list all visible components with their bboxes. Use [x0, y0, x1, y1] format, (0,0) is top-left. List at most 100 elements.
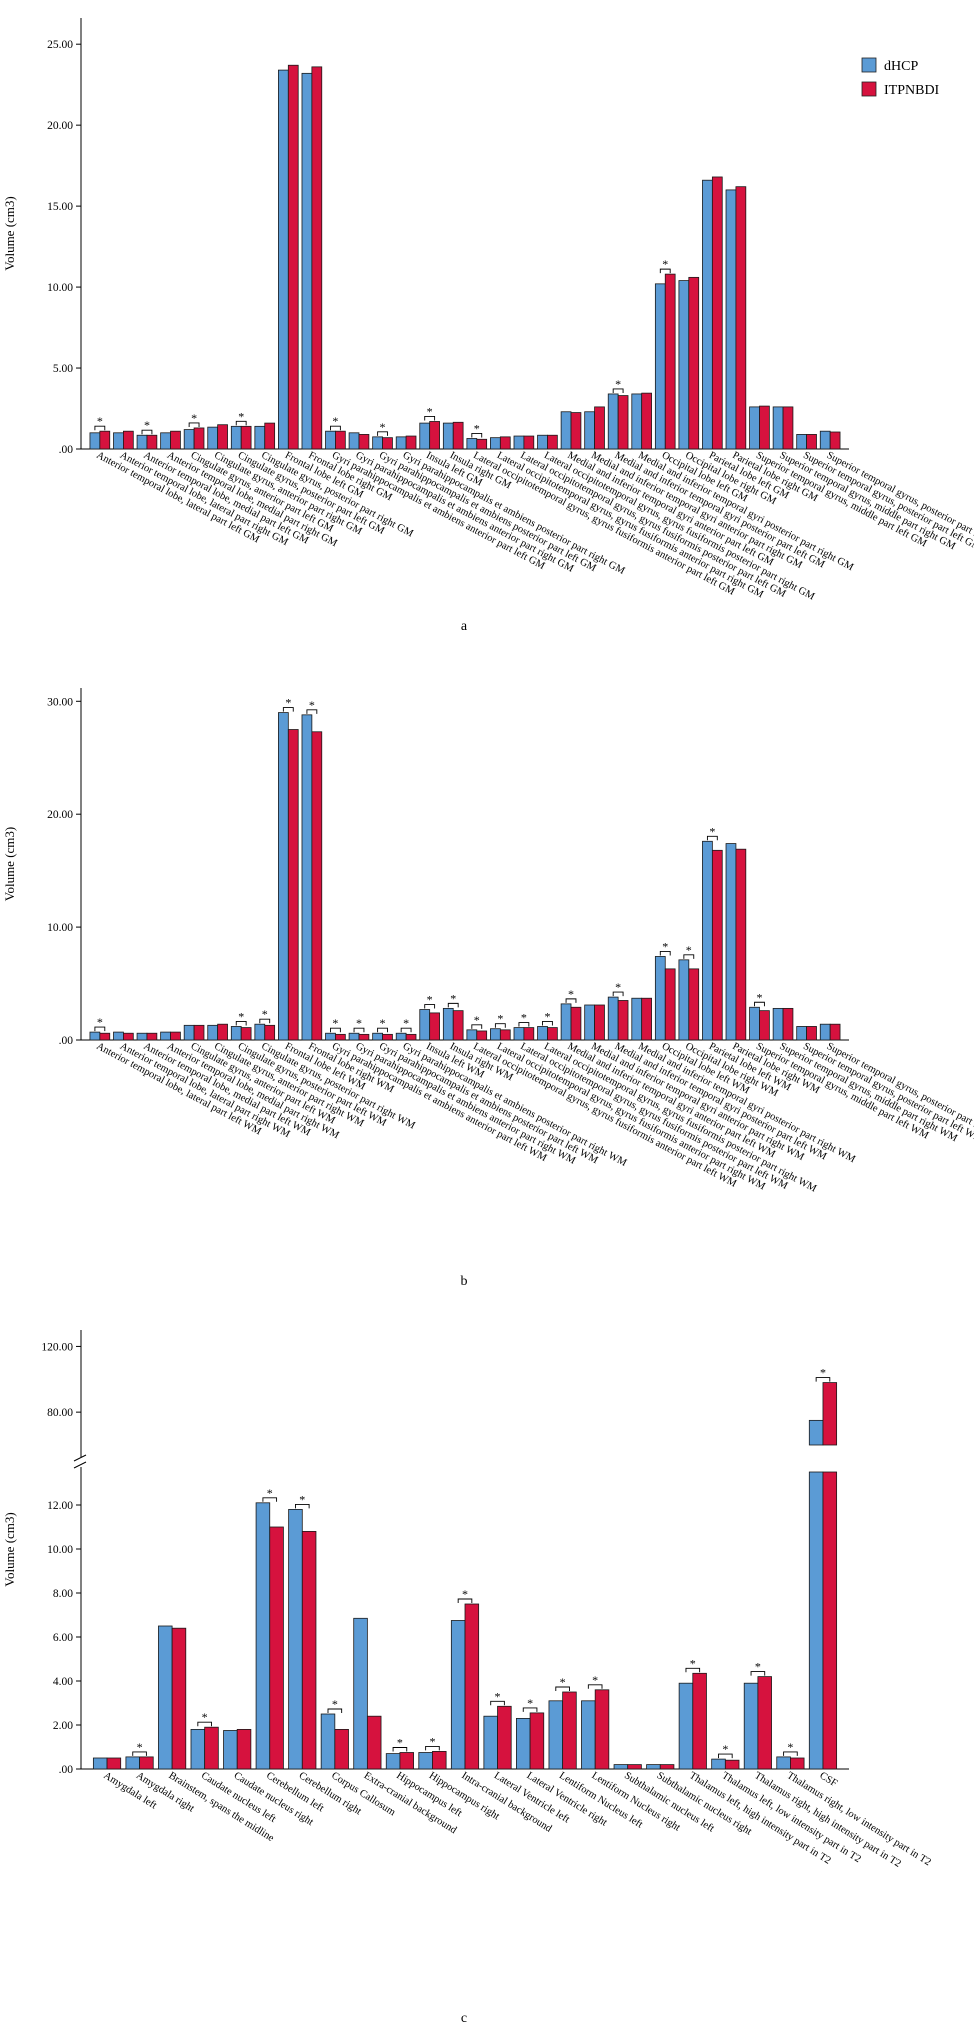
bar-dhcp [160, 432, 171, 450]
significance-bracket [471, 433, 483, 438]
significance-bracket [197, 1721, 212, 1727]
significance-marker: * [202, 1710, 208, 1724]
bar-dhcp [320, 1713, 336, 1770]
bar-dhcp [725, 189, 737, 450]
bar-itpnbdi [382, 1033, 393, 1041]
significance-marker: * [615, 377, 621, 391]
significance-bracket [262, 1497, 278, 1502]
bar-dhcp [385, 1753, 401, 1770]
bar-dhcp [325, 430, 336, 450]
bar-dhcp [353, 1617, 368, 1770]
significance-bracket [353, 1027, 365, 1033]
bar-dhcp [372, 436, 383, 450]
bar-dhcp [278, 69, 289, 450]
y-axis-title: Volume (cm3) [2, 827, 17, 902]
bar-itpnbdi [99, 430, 111, 450]
significance-bracket [424, 1004, 436, 1009]
significance-bracket [718, 1753, 733, 1759]
significance-bracket [659, 951, 671, 956]
chart-panel-c: c Volume (cm3) 120.00 80.00 12.00 10.00 8.00 6… [2, 1330, 933, 2026]
significance-marker: * [690, 1656, 696, 1670]
bar-dhcp [702, 179, 713, 450]
significance-bracket [424, 416, 436, 421]
bar-itpnbdi [123, 1032, 134, 1041]
bar-itpnbdi [287, 729, 299, 1041]
significance-marker: * [191, 411, 197, 425]
bar-dhcp [678, 959, 690, 1041]
bar-itpnbdi [358, 1033, 370, 1041]
significance-marker: * [474, 1013, 480, 1027]
significance-marker: * [462, 1587, 468, 1601]
bar-itpnbdi-upper [822, 1382, 838, 1446]
significance-marker: * [397, 1736, 403, 1750]
y-tick-label: 12.00 [47, 1500, 73, 1512]
bar-dhcp [819, 1023, 831, 1041]
bar-dhcp [223, 1730, 238, 1770]
bar-dhcp [89, 432, 101, 450]
bar-dhcp [466, 438, 478, 450]
bar-dhcp [808, 1471, 824, 1770]
significance-bracket [282, 707, 294, 712]
bar-itpnbdi [405, 1033, 417, 1041]
bar-itpnbdi [829, 1023, 841, 1041]
significance-marker: * [495, 1689, 501, 1703]
bar-dhcp [613, 1764, 629, 1770]
bar-itpnbdi [264, 1024, 276, 1041]
bar-dhcp [678, 1682, 694, 1770]
bar-dhcp [749, 406, 760, 450]
bar-dhcp [584, 411, 595, 450]
significance-bracket [330, 1027, 341, 1033]
bar-dhcp [92, 1757, 108, 1770]
y-tick-label: 8.00 [53, 1588, 73, 1600]
bar-dhcp [537, 1026, 548, 1041]
significance-bracket [259, 1018, 271, 1024]
bar-dhcp [230, 1026, 242, 1041]
bar-itpnbdi [806, 1026, 817, 1041]
significance-bracket [141, 429, 153, 435]
significance-marker: * [497, 1012, 503, 1026]
bar-dhcp [207, 1024, 219, 1041]
significance-bracket [471, 1024, 483, 1029]
bar-dhcp [772, 406, 784, 450]
bar-itpnbdi [594, 1004, 605, 1041]
bar-dhcp [711, 1758, 726, 1770]
significance-bracket [94, 1026, 106, 1032]
significance-marker: * [450, 991, 456, 1005]
significance-marker: * [755, 1660, 761, 1674]
bar-dhcp [513, 1027, 525, 1041]
bar-itpnbdi [106, 1757, 122, 1770]
bar-dhcp [702, 840, 713, 1041]
bar-itpnbdi [617, 395, 629, 450]
bar-itpnbdi [688, 968, 700, 1041]
bar-dhcp [654, 283, 666, 450]
significance-marker: * [238, 1009, 244, 1023]
significance-bracket [659, 268, 671, 274]
y-tick-label: 10.00 [47, 282, 73, 294]
significance-bracket [447, 1002, 459, 1008]
caption-a: a [461, 619, 468, 634]
bar-dhcp [419, 1009, 431, 1041]
bar-dhcp [796, 1026, 807, 1041]
bar-itpnbdi [547, 434, 558, 450]
significance-marker: * [97, 414, 103, 428]
significance-bracket [132, 1751, 147, 1756]
significance-marker: * [144, 418, 150, 432]
bar-itpnbdi [562, 1691, 577, 1770]
significance-bracket [94, 425, 106, 431]
bar-dhcp [584, 1004, 595, 1041]
bar-itpnbdi [659, 1764, 675, 1770]
legend-swatch-dhcp [861, 57, 877, 73]
bar-dhcp [395, 436, 407, 450]
significance-bracket [683, 954, 695, 959]
bar-itpnbdi [664, 273, 676, 450]
bar-itpnbdi [287, 64, 299, 450]
bar-itpnbdi [236, 1728, 252, 1770]
bar-itpnbdi [240, 1027, 252, 1041]
bar-dhcp [418, 1752, 433, 1770]
bar-dhcp [113, 432, 124, 450]
bar-dhcp [819, 430, 831, 450]
bar-itpnbdi [724, 1759, 740, 1770]
bar-dhcp [183, 429, 195, 450]
bar-dhcp [207, 426, 219, 450]
significance-marker: * [380, 420, 386, 434]
